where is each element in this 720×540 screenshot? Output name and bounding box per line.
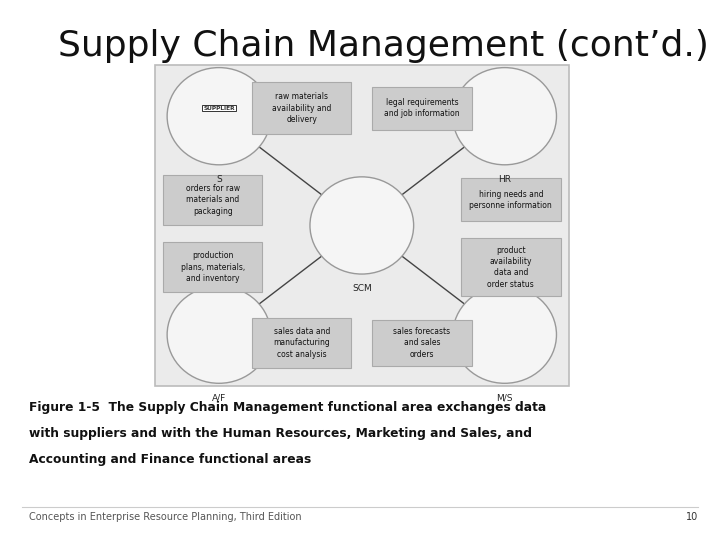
Text: with suppliers and with the Human Resources, Marketing and Sales, and: with suppliers and with the Human Resour… bbox=[29, 427, 532, 440]
Text: Figure 1-5  The Supply Chain Management functional area exchanges data: Figure 1-5 The Supply Chain Management f… bbox=[29, 401, 546, 414]
FancyBboxPatch shape bbox=[252, 82, 351, 134]
Text: Accounting and Finance functional areas: Accounting and Finance functional areas bbox=[29, 453, 311, 465]
Text: production
plans, materials,
and inventory: production plans, materials, and invento… bbox=[181, 251, 245, 283]
Text: hiring needs and
personne information: hiring needs and personne information bbox=[469, 190, 552, 210]
FancyBboxPatch shape bbox=[372, 86, 472, 130]
Text: SUPPLIER: SUPPLIER bbox=[203, 106, 235, 111]
Ellipse shape bbox=[453, 68, 557, 165]
Text: orders for raw
materials and
packaging: orders for raw materials and packaging bbox=[186, 184, 240, 215]
Text: SCM: SCM bbox=[352, 284, 372, 293]
FancyBboxPatch shape bbox=[252, 318, 351, 368]
Text: Concepts in Enterprise Resource Planning, Third Edition: Concepts in Enterprise Resource Planning… bbox=[29, 512, 302, 522]
Text: Supply Chain Management (cont’d.): Supply Chain Management (cont’d.) bbox=[58, 29, 708, 63]
FancyBboxPatch shape bbox=[461, 178, 560, 221]
FancyBboxPatch shape bbox=[461, 238, 560, 296]
Text: HR: HR bbox=[498, 174, 511, 184]
FancyBboxPatch shape bbox=[155, 65, 569, 386]
FancyBboxPatch shape bbox=[163, 242, 262, 292]
Text: sales forecasts
and sales
orders: sales forecasts and sales orders bbox=[393, 327, 451, 359]
Ellipse shape bbox=[310, 177, 413, 274]
Ellipse shape bbox=[167, 68, 271, 165]
Ellipse shape bbox=[453, 286, 557, 383]
Text: legal requirements
and job information: legal requirements and job information bbox=[384, 98, 459, 118]
Text: 10: 10 bbox=[686, 512, 698, 522]
Text: A/F: A/F bbox=[212, 393, 226, 402]
FancyBboxPatch shape bbox=[372, 320, 472, 366]
Ellipse shape bbox=[167, 286, 271, 383]
Text: S: S bbox=[216, 174, 222, 184]
Text: M/S: M/S bbox=[496, 393, 513, 402]
Text: sales data and
manufacturing
cost analysis: sales data and manufacturing cost analys… bbox=[274, 327, 330, 359]
Text: raw materials
availability and
delivery: raw materials availability and delivery bbox=[272, 92, 331, 124]
Text: product
availability
data and
order status: product availability data and order stat… bbox=[487, 246, 534, 289]
FancyBboxPatch shape bbox=[163, 174, 262, 225]
